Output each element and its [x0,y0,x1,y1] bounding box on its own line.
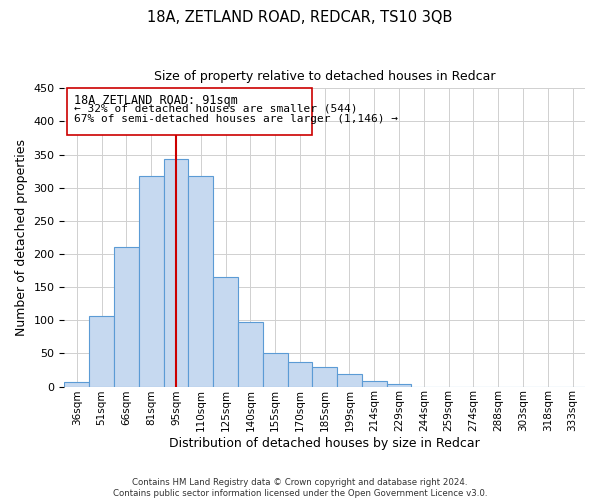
Bar [114,248,139,386]
Bar [188,176,213,386]
Y-axis label: Number of detached properties: Number of detached properties [15,139,28,336]
Text: 18A, ZETLAND ROAD, REDCAR, TS10 3QB: 18A, ZETLAND ROAD, REDCAR, TS10 3QB [148,10,452,25]
Title: Size of property relative to detached houses in Redcar: Size of property relative to detached ho… [154,70,496,83]
Bar [386,384,412,386]
Bar [64,382,89,386]
Bar [287,362,313,386]
Text: ← 32% of detached houses are smaller (544): ← 32% of detached houses are smaller (54… [74,104,358,114]
Bar [164,159,188,386]
Bar [213,277,238,386]
Bar [67,88,313,134]
X-axis label: Distribution of detached houses by size in Redcar: Distribution of detached houses by size … [169,437,480,450]
Bar [238,322,263,386]
Bar [89,316,114,386]
Bar [139,176,164,386]
Text: 18A ZETLAND ROAD: 91sqm: 18A ZETLAND ROAD: 91sqm [74,94,238,106]
Text: Contains HM Land Registry data © Crown copyright and database right 2024.
Contai: Contains HM Land Registry data © Crown c… [113,478,487,498]
Bar [337,374,362,386]
Text: 67% of semi-detached houses are larger (1,146) →: 67% of semi-detached houses are larger (… [74,114,398,124]
Bar [263,354,287,386]
Bar [362,380,386,386]
Bar [313,366,337,386]
